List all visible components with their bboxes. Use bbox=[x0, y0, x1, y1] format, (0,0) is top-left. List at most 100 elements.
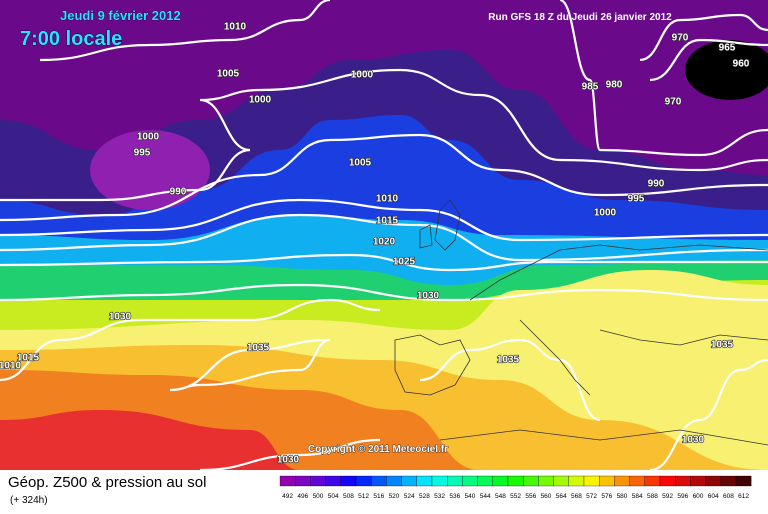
scale-swatch bbox=[629, 475, 645, 487]
isobar bbox=[0, 253, 768, 272]
scale-label: 580 bbox=[617, 493, 628, 500]
scale-swatch bbox=[523, 475, 539, 487]
scale-label: 496 bbox=[297, 493, 308, 500]
scale-swatch bbox=[462, 475, 478, 487]
scale-label: 552 bbox=[510, 493, 521, 500]
scale-label: 540 bbox=[465, 493, 476, 500]
scale-label: 520 bbox=[389, 493, 400, 500]
scale-swatch bbox=[325, 475, 341, 487]
scale-label: 508 bbox=[343, 493, 354, 500]
scale-swatch bbox=[705, 475, 721, 487]
isobar bbox=[39, 0, 331, 62]
scale-swatch bbox=[386, 475, 402, 487]
isobar-label: 970 bbox=[672, 33, 689, 44]
isobar-label: 1000 bbox=[351, 70, 374, 81]
scale-label: 556 bbox=[525, 493, 536, 500]
forecast-lead: (+ 324h) bbox=[10, 495, 48, 506]
isobar-label: 1005 bbox=[217, 69, 240, 80]
isobar bbox=[419, 338, 601, 422]
scale-label: 516 bbox=[373, 493, 384, 500]
isobar bbox=[0, 198, 768, 242]
isobar bbox=[0, 213, 768, 262]
scale-swatch bbox=[644, 475, 661, 487]
isobar-label: 990 bbox=[648, 179, 665, 190]
run-info: Run GFS 18 Z du Jeudi 26 janvier 2012 bbox=[488, 12, 672, 23]
scale-swatch bbox=[553, 475, 569, 487]
geopotential-field bbox=[0, 0, 768, 470]
scale-swatch bbox=[371, 475, 387, 487]
isobar-label: 1035 bbox=[247, 343, 270, 354]
scale-swatch bbox=[310, 475, 326, 487]
isobar-label: 1030 bbox=[682, 435, 705, 446]
band bbox=[0, 410, 300, 470]
isobar-label: 965 bbox=[719, 43, 736, 54]
scale-swatch bbox=[477, 475, 493, 487]
scale-label: 576 bbox=[601, 493, 612, 500]
scale-label: 560 bbox=[541, 493, 552, 500]
scale-label: 568 bbox=[571, 493, 582, 500]
isobar-label: 970 bbox=[665, 97, 682, 108]
isobar-label: 1010 bbox=[0, 361, 22, 372]
isobar-label: 980 bbox=[606, 80, 623, 91]
scale-swatch bbox=[568, 475, 585, 487]
scale-swatch bbox=[492, 475, 509, 487]
isobars bbox=[0, 0, 768, 472]
scale-label: 512 bbox=[358, 493, 369, 500]
isobar-label: 995 bbox=[134, 148, 151, 159]
isobar-label: 1000 bbox=[249, 95, 272, 106]
isobar-label: 1015 bbox=[376, 216, 399, 227]
isobar-label: 1035 bbox=[711, 340, 734, 351]
scale-label: 564 bbox=[556, 493, 567, 500]
scale-swatch bbox=[735, 475, 752, 487]
isobar bbox=[0, 68, 768, 202]
isobar bbox=[649, 38, 768, 82]
scale-swatch bbox=[507, 475, 524, 487]
scale-label: 504 bbox=[328, 493, 339, 500]
scale-swatch bbox=[340, 475, 357, 487]
scale-swatch bbox=[599, 475, 615, 487]
scale-swatch bbox=[538, 475, 554, 487]
isobar-label: 1030 bbox=[417, 291, 440, 302]
isobar bbox=[559, 0, 768, 157]
isobar bbox=[0, 283, 768, 302]
scale-label: 536 bbox=[449, 493, 460, 500]
scale-label: 612 bbox=[738, 493, 749, 500]
isobar bbox=[0, 133, 768, 222]
scale-swatch bbox=[355, 475, 372, 487]
isobar-label: 1030 bbox=[277, 455, 300, 466]
scale-label: 492 bbox=[282, 493, 293, 500]
scale-swatch bbox=[675, 475, 691, 487]
scale-label: 544 bbox=[480, 493, 491, 500]
scale-swatch bbox=[295, 475, 311, 487]
low-center bbox=[685, 40, 768, 100]
footer-title: Géop. Z500 & pression au sol bbox=[8, 474, 206, 491]
valid-date: Jeudi 9 février 2012 bbox=[60, 8, 181, 23]
scale-label: 600 bbox=[693, 493, 704, 500]
scale-label: 608 bbox=[723, 493, 734, 500]
scale-swatch bbox=[279, 475, 296, 487]
scale-label: 592 bbox=[662, 493, 673, 500]
isobar bbox=[0, 298, 381, 382]
isobar-label: 990 bbox=[170, 187, 187, 198]
isobar-label: 1000 bbox=[137, 132, 160, 143]
isobar-label: 960 bbox=[733, 59, 750, 70]
isobar-label: 1015 bbox=[17, 353, 40, 364]
isobar-label: 1030 bbox=[109, 312, 132, 323]
isobar-label: 995 bbox=[628, 194, 645, 205]
copyright: Copyright © 2011 Meteociel.fr bbox=[308, 444, 448, 455]
scale-label: 500 bbox=[313, 493, 324, 500]
scale-swatch bbox=[614, 475, 630, 487]
scale-swatch bbox=[583, 475, 600, 487]
scale-label: 584 bbox=[632, 493, 643, 500]
scale-swatch bbox=[690, 475, 706, 487]
scale-swatch bbox=[447, 475, 463, 487]
scale-label: 572 bbox=[586, 493, 597, 500]
color-scale: 492 496 500 504 508 512 516 520 524 528 532 536 540 5… bbox=[279, 475, 752, 500]
isobar-label: 1025 bbox=[393, 257, 416, 268]
isobar-label: 985 bbox=[582, 82, 599, 93]
scale-swatch bbox=[401, 475, 417, 487]
scale-label: 528 bbox=[419, 493, 430, 500]
isobar bbox=[199, 438, 381, 472]
